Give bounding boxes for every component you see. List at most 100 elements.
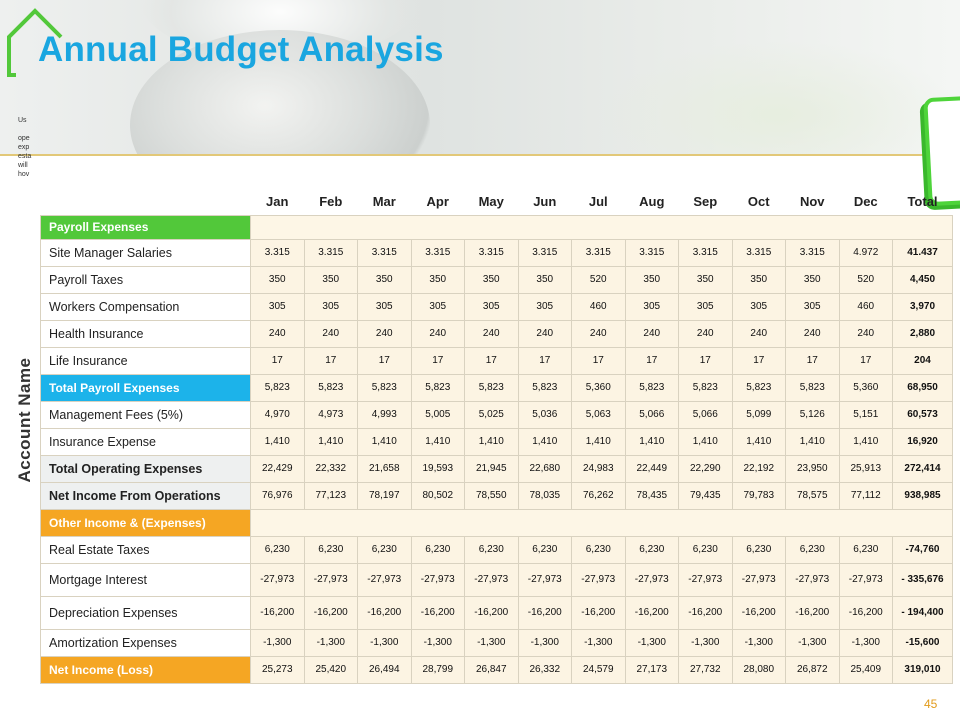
value-cell: 1,410 bbox=[303, 427, 358, 456]
value-cell: 80,502 bbox=[410, 481, 465, 510]
value-cell: 17 bbox=[838, 346, 893, 375]
value-cell: 17 bbox=[410, 346, 465, 375]
value-cell: 26,332 bbox=[517, 655, 572, 684]
value-cell: 78,197 bbox=[357, 481, 412, 510]
row-label: Workers Compensation bbox=[40, 292, 251, 321]
total-cell: 68,950 bbox=[892, 373, 953, 402]
value-cell: 305 bbox=[731, 292, 786, 321]
callout-note-text: Us ope exp esta will hov bbox=[18, 117, 32, 178]
table-row: Net Income From Operations 76,976 77,123 78… bbox=[40, 481, 953, 510]
value-cell: 520 bbox=[838, 265, 893, 294]
total-cell: -15,600 bbox=[892, 628, 953, 657]
value-cell: 460 bbox=[838, 292, 893, 321]
value-cell: 5,066 bbox=[678, 400, 733, 429]
value-cell: 4,973 bbox=[303, 400, 358, 429]
value-cell: 17 bbox=[517, 346, 572, 375]
value-cell: 79,435 bbox=[678, 481, 733, 510]
value-cell: 5,823 bbox=[357, 373, 412, 402]
page-number: 45 bbox=[924, 697, 938, 711]
value-cell: -1,300 bbox=[731, 628, 786, 657]
value-cell: 17 bbox=[250, 346, 305, 375]
value-cell: 3.315 bbox=[624, 238, 679, 267]
value-cell: 305 bbox=[410, 292, 465, 321]
value-cell: 26,872 bbox=[785, 655, 840, 684]
total-cell: 272,414 bbox=[892, 454, 953, 483]
value-cell: 350 bbox=[785, 265, 840, 294]
row-label: Health Insurance bbox=[40, 319, 251, 348]
house-outline-icon bbox=[7, 8, 63, 77]
value-cell: -16,200 bbox=[357, 595, 412, 630]
table-row: Insurance Expense 1,410 1,410 1,410 1,410 1,4… bbox=[40, 427, 953, 456]
value-cell: 305 bbox=[678, 292, 733, 321]
value-cell: -16,200 bbox=[678, 595, 733, 630]
value-cell: 240 bbox=[838, 319, 893, 348]
value-cell: 17 bbox=[357, 346, 412, 375]
value-cell: 305 bbox=[303, 292, 358, 321]
value-cell: 5,823 bbox=[464, 373, 519, 402]
value-cell: -1,300 bbox=[357, 628, 412, 657]
value-cell: 17 bbox=[624, 346, 679, 375]
value-cell: -1,300 bbox=[410, 628, 465, 657]
table-row: Amortization Expenses -1,300 -1,300 -1,300-… bbox=[40, 628, 953, 657]
value-cell: 350 bbox=[250, 265, 305, 294]
value-cell: 25,273 bbox=[250, 655, 305, 684]
value-cell: -1,300 bbox=[303, 628, 358, 657]
value-cell: 305 bbox=[464, 292, 519, 321]
value-cell: 3.315 bbox=[785, 238, 840, 267]
header-divider bbox=[0, 154, 960, 156]
value-cell: 1,410 bbox=[678, 427, 733, 456]
value-cell: 22,290 bbox=[678, 454, 733, 483]
value-cell: -1,300 bbox=[464, 628, 519, 657]
value-cell: 24,579 bbox=[571, 655, 626, 684]
column-header: Feb bbox=[319, 193, 343, 209]
table-row: Health Insurance 240 240 240 240 240 240 240 240… bbox=[40, 319, 953, 348]
money-image bbox=[600, 40, 960, 155]
value-cell: 28,799 bbox=[410, 655, 465, 684]
value-cell: 350 bbox=[517, 265, 572, 294]
value-cell: 3.315 bbox=[250, 238, 305, 267]
row-label: Real Estate Taxes bbox=[40, 535, 251, 564]
value-cell: 6,230 bbox=[303, 535, 358, 564]
value-cell: 22,429 bbox=[250, 454, 305, 483]
value-cell: 1,410 bbox=[410, 427, 465, 456]
table-row: Life Insurance 17 17 17 17 17 17 17 17 17 17 17 17 20… bbox=[40, 346, 953, 375]
total-cell: -74,760 bbox=[892, 535, 953, 564]
row-label: Total Payroll Expenses bbox=[40, 373, 251, 402]
value-cell: 17 bbox=[678, 346, 733, 375]
row-label: Life Insurance bbox=[40, 346, 251, 375]
value-cell: 6,230 bbox=[678, 535, 733, 564]
value-cell: 23,950 bbox=[785, 454, 840, 483]
value-cell: 21,658 bbox=[357, 454, 412, 483]
value-cell: 3.315 bbox=[357, 238, 412, 267]
value-cell: 17 bbox=[785, 346, 840, 375]
value-cell: -27,973 bbox=[250, 562, 305, 597]
budget-table: Jan Feb Mar Apr May Jun Jul Aug Sep Oct Nov Dec Tota… bbox=[40, 188, 953, 684]
column-header: Oct bbox=[747, 193, 770, 209]
value-cell: 305 bbox=[517, 292, 572, 321]
value-cell: 240 bbox=[410, 319, 465, 348]
row-label: Site Manager Salaries bbox=[40, 238, 251, 267]
table-row: Payroll Expenses bbox=[40, 214, 953, 240]
value-cell: 1,410 bbox=[838, 427, 893, 456]
section-blank-cell bbox=[250, 214, 953, 240]
value-cell: 77,112 bbox=[838, 481, 893, 510]
value-cell: 78,035 bbox=[517, 481, 572, 510]
row-label: Total Operating Expenses bbox=[40, 454, 251, 483]
value-cell: 3.315 bbox=[571, 238, 626, 267]
value-cell: -1,300 bbox=[250, 628, 305, 657]
table-row: Mortgage Interest -27,973 -27,973 -27,973 -2… bbox=[40, 562, 953, 597]
row-label: Other Income & (Expenses) bbox=[40, 508, 251, 537]
value-cell: 350 bbox=[731, 265, 786, 294]
value-cell: -27,973 bbox=[785, 562, 840, 597]
value-cell: 77,123 bbox=[303, 481, 358, 510]
value-cell: 6,230 bbox=[517, 535, 572, 564]
value-cell: 17 bbox=[731, 346, 786, 375]
value-cell: 3.315 bbox=[517, 238, 572, 267]
column-header: Mar bbox=[372, 193, 396, 209]
value-cell: 5,823 bbox=[410, 373, 465, 402]
value-cell: 5,823 bbox=[731, 373, 786, 402]
value-cell: -27,973 bbox=[303, 562, 358, 597]
value-cell: 460 bbox=[571, 292, 626, 321]
value-cell: 305 bbox=[785, 292, 840, 321]
value-cell: -1,300 bbox=[571, 628, 626, 657]
